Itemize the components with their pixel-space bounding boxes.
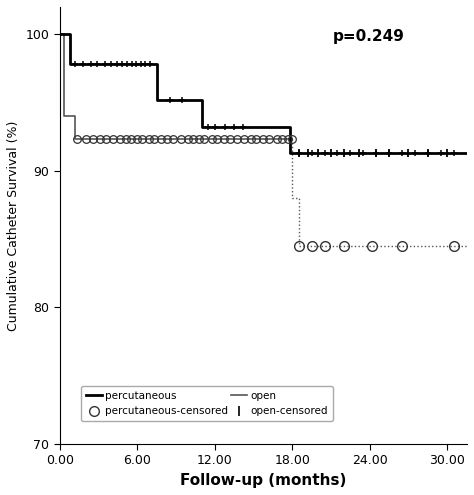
Y-axis label: Cumulative Catheter Survival (%): Cumulative Catheter Survival (%) — [7, 120, 20, 331]
X-axis label: Follow-up (months): Follow-up (months) — [180, 473, 346, 488]
Text: p=0.249: p=0.249 — [332, 29, 404, 44]
Legend: percutaneous, percutaneous-censored, open, open-censored: percutaneous, percutaneous-censored, ope… — [81, 386, 333, 421]
